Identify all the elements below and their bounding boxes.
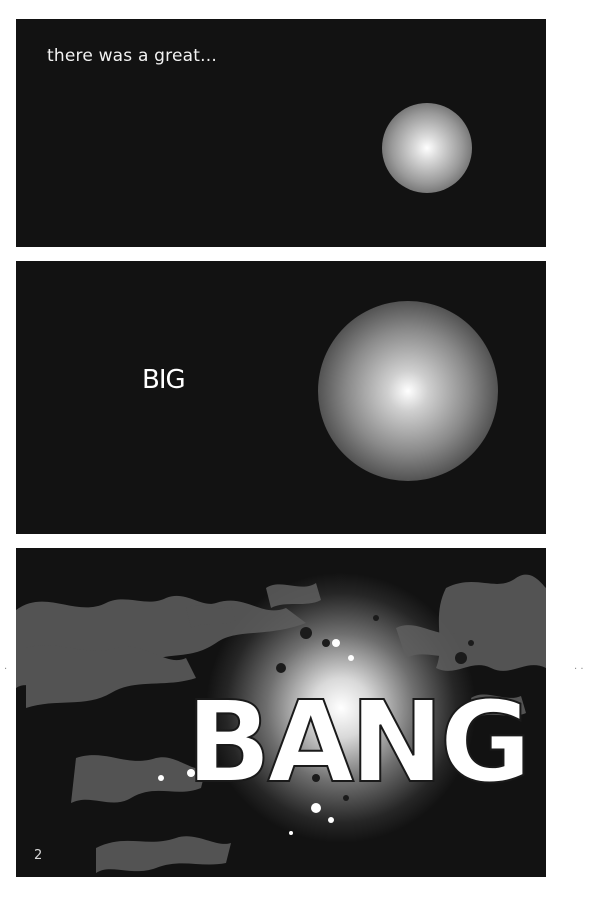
bang-text: BANG [186,678,528,808]
ink-splatter [276,615,474,801]
glowing-orb-icon [318,301,498,481]
light-specks [158,639,489,835]
panel-3: BANG 2 [16,548,546,877]
glowing-orb-icon [382,103,472,193]
panel-2: BIG [16,261,546,534]
caption-text: there was a great... [47,46,217,66]
big-text: BIG [142,365,186,395]
explosion-artwork: BANG [16,573,546,873]
margin-mark: · · [574,664,584,675]
page-number: 2 [34,848,43,863]
margin-mark: · [4,664,8,675]
explosion-splatter-icon [16,574,546,873]
panel-1: there was a great... [16,19,546,247]
